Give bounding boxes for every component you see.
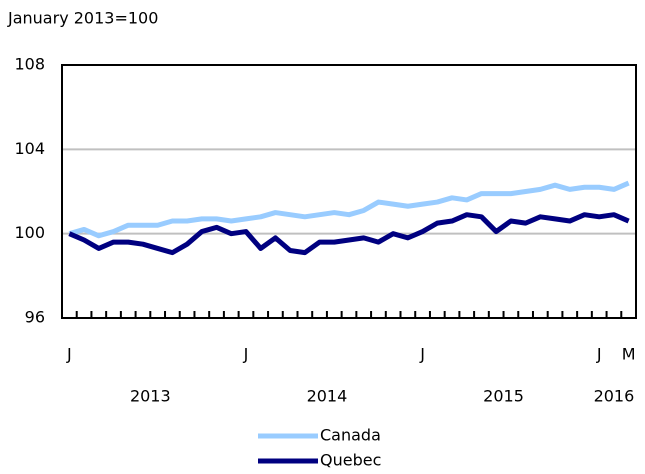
y-tick-label: 96 xyxy=(25,308,45,327)
y-tick-label: 100 xyxy=(14,223,45,242)
data-line xyxy=(68,212,630,256)
x-tick-label: J xyxy=(419,345,425,364)
x-tick-label: J xyxy=(243,345,249,364)
chart-subtitle: January 2013=100 xyxy=(7,9,158,28)
y-tick-label: 104 xyxy=(14,139,45,158)
data-line xyxy=(68,180,630,239)
year-label: 2015 xyxy=(483,387,524,406)
plot-frame xyxy=(61,64,637,319)
legend-label: Quebec xyxy=(320,451,381,470)
x-tick-label: J xyxy=(66,345,72,364)
year-label: 2013 xyxy=(130,387,171,406)
y-tick-label: 108 xyxy=(14,55,45,74)
legend-label: Canada xyxy=(320,426,381,445)
year-label: 2016 xyxy=(594,387,635,406)
x-tick-label: M xyxy=(622,345,636,364)
x-tick-label: J xyxy=(596,345,602,364)
year-label: 2014 xyxy=(307,387,348,406)
